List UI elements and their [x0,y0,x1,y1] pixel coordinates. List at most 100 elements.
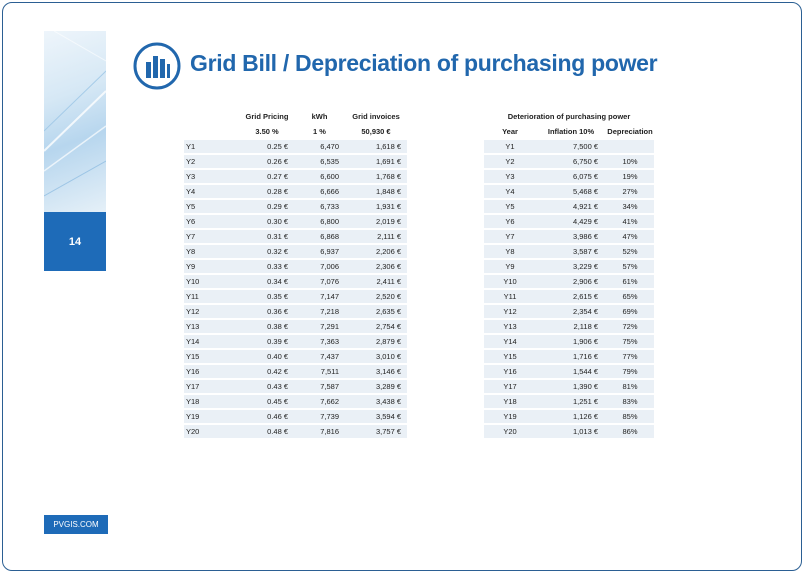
table-row: Y18 1,251 €83% [484,395,654,408]
table-cell: 1,906 € [536,335,606,348]
table-cell: Y15 [184,350,240,363]
table-cell: 6,868 [294,230,345,243]
table-row: Y4 0.28 €6,666 1,848 € [184,185,407,198]
table-cell: 3,594 € [345,410,407,423]
table-cell: 3,438 € [345,395,407,408]
table-cell: Y9 [184,260,240,273]
table-cell: 7,437 [294,350,345,363]
table-cell: 2,754 € [345,320,407,333]
table-row: Y11 2,615 €65% [484,290,654,303]
table-cell: Y2 [184,155,240,168]
table-cell: 6,937 [294,245,345,258]
table-cell: 3,289 € [345,380,407,393]
table-row: Y20 1,013 €86% [484,425,654,438]
table-cell: 0.34 € [240,275,294,288]
table-cell: 3,757 € [345,425,407,438]
table-cell: Y12 [184,305,240,318]
table-cell: 7,291 [294,320,345,333]
table-cell: 3,587 € [536,245,606,258]
table-cell: Y14 [484,335,536,348]
table-cell [606,140,654,153]
column-header: Inflation 10% [547,127,595,136]
table-cell: Y18 [484,395,536,408]
table-cell: 1,691 € [345,155,407,168]
table-row: Y7 0.31 €6,868 2,111 € [184,230,407,243]
table-row: Y5 4,921 €34% [484,200,654,213]
table-cell: Y8 [184,245,240,258]
table-row: Y15 0.40 €7,437 3,010 € [184,350,407,363]
table-cell: 2,111 € [345,230,407,243]
table-cell: 6,733 [294,200,345,213]
table-cell: Y4 [184,185,240,198]
table-cell: 0.33 € [240,260,294,273]
table-cell: 1,251 € [536,395,606,408]
table-cell: 0.31 € [240,230,294,243]
table-cell: 0.30 € [240,215,294,228]
column-header: Year [502,127,518,136]
table-row: Y6 4,429 €41% [484,215,654,228]
table-cell: 7,587 [294,380,345,393]
table-row: Y6 0.30 €6,800 2,019 € [184,215,407,228]
table-cell: Y7 [484,230,536,243]
table-cell: 0.26 € [240,155,294,168]
table-cell: Y10 [484,275,536,288]
table-cell: 0.27 € [240,170,294,183]
table-row: Y10 0.34 €7,076 2,411 € [184,275,407,288]
table-cell: 4,921 € [536,200,606,213]
table-cell: 3,010 € [345,350,407,363]
table-cell: 27% [606,185,654,198]
table-cell: 7,662 [294,395,345,408]
table-cell: Y6 [484,215,536,228]
table-cell: 6,750 € [536,155,606,168]
table-cell: 85% [606,410,654,423]
table-row: Y1 7,500 € [484,140,654,153]
table-row: Y14 0.39 €7,363 2,879 € [184,335,407,348]
table-cell: 69% [606,305,654,318]
table-cell: 2,635 € [345,305,407,318]
table-cell: 2,306 € [345,260,407,273]
table-cell: 3,229 € [536,260,606,273]
table-cell: Y20 [484,425,536,438]
table-cell: Y13 [484,320,536,333]
table-cell: 52% [606,245,654,258]
table-cell: 0.29 € [240,200,294,213]
table-cell: 19% [606,170,654,183]
table-cell: Y9 [484,260,536,273]
column-header: Depreciation [607,127,653,136]
table-cell: 1,716 € [536,350,606,363]
deterioration-table: Deterioration of purchasing power Year I… [484,108,654,440]
table-cell: Y17 [184,380,240,393]
table-cell: Y20 [184,425,240,438]
table-cell: Y16 [184,365,240,378]
table-row: Y13 0.38 €7,291 2,754 € [184,320,407,333]
table-cell: 1,618 € [345,140,407,153]
table-cell: Y6 [184,215,240,228]
table-cell: 0.36 € [240,305,294,318]
table-cell: Y12 [484,305,536,318]
table-cell: 2,118 € [536,320,606,333]
table-cell: 1,544 € [536,365,606,378]
table-cell: 0.46 € [240,410,294,423]
table-cell: 83% [606,395,654,408]
table-cell: Y15 [484,350,536,363]
table-row: Y8 0.32 €6,937 2,206 € [184,245,407,258]
table-row: Y19 1,126 €85% [484,410,654,423]
table-row: Y15 1,716 €77% [484,350,654,363]
table-row: Y11 0.35 €7,147 2,520 € [184,290,407,303]
table-row: Y9 3,229 €57% [484,260,654,273]
table-row: Y8 3,587 €52% [484,245,654,258]
table-cell: 47% [606,230,654,243]
table-cell: 6,666 [294,185,345,198]
table-row: Y18 0.45 €7,662 3,438 € [184,395,407,408]
table-cell: 2,615 € [536,290,606,303]
table-row: Y3 0.27 €6,600 1,768 € [184,170,407,183]
table-row: Y14 1,906 €75% [484,335,654,348]
table-cell: Y3 [184,170,240,183]
table-cell: Y19 [184,410,240,423]
table-row: Y5 0.29 €6,733 1,931 € [184,200,407,213]
sidebar-decoration [44,31,106,212]
table-cell: 2,520 € [345,290,407,303]
table-cell: Y8 [484,245,536,258]
table-row: Y7 3,986 €47% [484,230,654,243]
